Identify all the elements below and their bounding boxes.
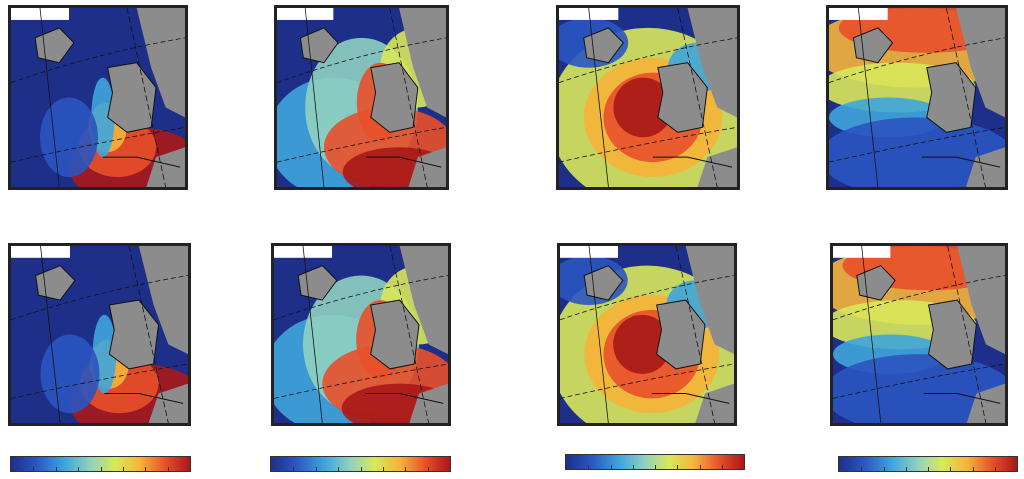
colorbar-1 — [10, 456, 191, 472]
land-south — [146, 147, 185, 187]
map-svg — [560, 246, 734, 423]
colorbar-tick — [145, 467, 147, 472]
colorbar-tick — [100, 467, 102, 472]
colorbar-3 — [565, 454, 745, 470]
colorbar-tick — [360, 467, 362, 472]
colorbar-tick — [655, 465, 656, 470]
colorbar-tick — [167, 467, 169, 472]
land-peninsula — [928, 300, 977, 369]
no-data-area — [833, 246, 891, 258]
map-svg — [559, 8, 737, 187]
colorbar-tick — [382, 467, 384, 472]
colorbar-tick — [405, 467, 407, 472]
map-panel-r1c3 — [556, 5, 740, 190]
colorbar-tick — [588, 465, 590, 470]
land-east — [399, 8, 446, 118]
land-peninsula — [657, 62, 708, 133]
land-peninsula — [370, 300, 419, 369]
land-south — [695, 383, 734, 423]
colorbar-tick — [861, 467, 863, 472]
land-south — [697, 147, 737, 187]
colorbar-tick — [338, 467, 340, 472]
map-panel-r2c4 — [830, 243, 1008, 426]
colorbar-tick — [721, 465, 723, 470]
colorbar-tick — [928, 467, 929, 472]
land-peninsula — [370, 62, 418, 133]
map-panel-r2c3 — [557, 243, 737, 426]
land-east — [685, 246, 734, 355]
land-peninsula — [926, 62, 976, 133]
colorbar-2 — [270, 456, 451, 472]
colorbar-4 — [838, 456, 1018, 472]
map-panel-r1c4 — [826, 5, 1008, 190]
land-peninsula — [109, 300, 159, 369]
colorbar-tick — [677, 465, 679, 470]
land-east — [687, 8, 737, 118]
map-svg — [833, 246, 1005, 423]
no-data-area — [277, 8, 334, 20]
map-svg — [274, 246, 448, 423]
land-south — [408, 147, 446, 187]
land-east — [957, 246, 1005, 355]
no-data-area — [274, 246, 332, 258]
no-data-area — [11, 8, 69, 20]
land-peninsula — [656, 300, 705, 369]
land-south — [965, 147, 1005, 187]
map-svg — [277, 8, 446, 187]
colorbar-tick — [315, 467, 317, 472]
land-east — [956, 8, 1005, 118]
colorbar-tick — [122, 467, 124, 472]
no-data-area — [560, 246, 618, 258]
land-east — [138, 246, 188, 355]
colorbar-tick — [905, 467, 907, 472]
map-panel-r1c1 — [8, 5, 188, 190]
land-east — [399, 246, 448, 355]
colorbar-tick — [699, 465, 701, 470]
colorbar-tick — [883, 467, 885, 472]
colorbar-tick — [950, 467, 952, 472]
colorbar-tick — [427, 467, 429, 472]
map-panel-r2c1 — [8, 243, 191, 426]
map-svg — [11, 8, 185, 187]
colorbar-tick — [972, 467, 974, 472]
no-data-area — [11, 246, 70, 258]
colorbar-tick — [632, 465, 634, 470]
colorbar-tick — [33, 467, 35, 472]
colorbar-tick — [293, 467, 295, 472]
no-data-area — [559, 8, 619, 20]
map-svg — [829, 8, 1005, 187]
map-panel-r2c2 — [271, 243, 451, 426]
land-peninsula — [107, 62, 156, 133]
land-east — [136, 8, 185, 118]
colorbar-tick — [610, 465, 612, 470]
colorbar-tick — [78, 467, 80, 472]
colorbar-tick — [994, 467, 996, 472]
map-panel-r1c2 — [274, 5, 449, 190]
colorbar-tick — [55, 467, 57, 472]
land-south — [148, 383, 188, 423]
map-svg — [11, 246, 188, 423]
land-south — [409, 383, 448, 423]
no-data-area — [829, 8, 888, 20]
